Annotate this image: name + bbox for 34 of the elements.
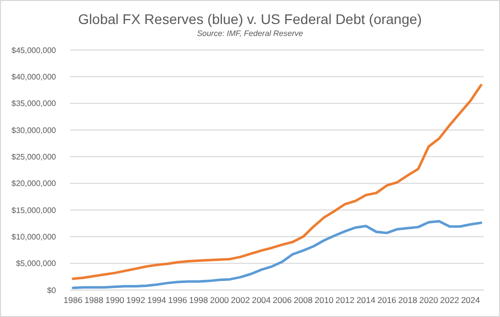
y-tick-label: $45,000,000 (12, 46, 57, 55)
x-tick-label: 2006 (272, 295, 292, 305)
x-tick-label: 1998 (189, 295, 208, 305)
x-tick-label: 2014 (356, 295, 376, 305)
x-tick-label: 2022 (440, 295, 460, 305)
x-tick-label: 2024 (461, 295, 480, 305)
x-tick-label: 2004 (252, 295, 272, 305)
x-tick-label: 1986 (64, 295, 83, 305)
x-tick-label: 2000 (210, 295, 230, 305)
x-tick-label: 2008 (294, 295, 313, 305)
x-tick-label: 1996 (168, 295, 188, 305)
x-tick-label: 1992 (126, 295, 146, 305)
x-tick-label: 2012 (336, 295, 355, 305)
x-tick-label: 2002 (230, 295, 250, 305)
line-series (72, 220, 482, 290)
x-tick-label: 1988 (84, 295, 104, 305)
x-tick-label: 2010 (314, 295, 334, 305)
y-tick-label: $5,000,000 (16, 259, 57, 268)
y-tick-label: $20,000,000 (12, 179, 57, 188)
y-tick-label: $0 (47, 286, 57, 295)
y-tick-label: $10,000,000 (12, 232, 57, 242)
y-tick-label: $25,000,000 (12, 152, 57, 162)
x-tick-label: 2020 (419, 295, 438, 305)
chart-subtitle: Source: IMF, Federal Reserve (196, 29, 304, 38)
line-series (72, 84, 482, 280)
chart-title: Global FX Reserves (blue) v. US Federal Debt (orange) (78, 11, 422, 27)
y-tick-label: $30,000,000 (12, 126, 57, 135)
x-tick-label: 2016 (377, 295, 397, 305)
y-tick-label: $15,000,000 (12, 206, 57, 215)
x-tick-label: 2018 (398, 295, 418, 305)
y-tick-label: $40,000,000 (12, 72, 57, 82)
x-tick-label: 1990 (105, 295, 125, 305)
x-tick-label: 1994 (147, 295, 166, 305)
y-tick-label: $35,000,000 (12, 99, 57, 108)
